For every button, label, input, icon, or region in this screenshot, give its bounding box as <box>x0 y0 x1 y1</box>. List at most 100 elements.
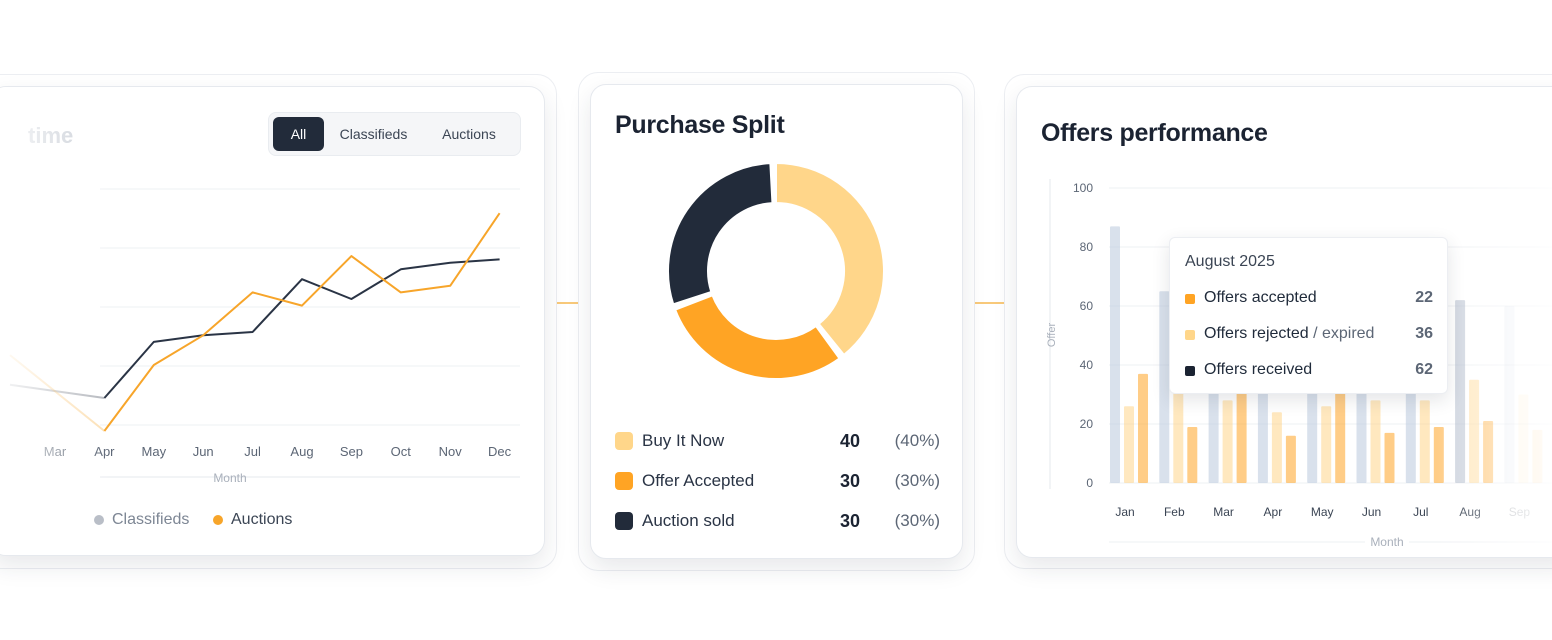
x-axis-label: Month <box>213 471 246 485</box>
x-tick-label: Oct <box>391 444 412 459</box>
filter-auctions-button[interactable]: Auctions <box>442 126 496 142</box>
bar-offers-accepted <box>1187 426 1198 483</box>
split-row-buy-it-now: Buy It Now 40 (40%) <box>615 430 940 454</box>
offer-accepted-swatch <box>615 472 633 490</box>
bar-offers-rejected-expired <box>1222 400 1233 483</box>
rejected-swatch <box>1185 330 1195 340</box>
legend-label: Auctions <box>231 511 293 528</box>
split-label: Buy It Now <box>642 431 725 450</box>
x-tick-label: Mar <box>44 444 67 459</box>
split-percent: (30%) <box>894 511 940 530</box>
filter-classifieds-button[interactable]: Classifieds <box>339 126 408 142</box>
classifieds-legend-dot <box>94 514 104 525</box>
bar-offers-accepted <box>1433 426 1444 483</box>
bar-offers-received <box>1159 291 1170 483</box>
x-tick-label: Dec <box>488 444 512 459</box>
x-tick-label: Jul <box>1413 505 1428 519</box>
x-tick-label: Jan <box>1115 505 1134 519</box>
bar-offers-rejected-expired <box>1271 412 1282 483</box>
y-tick-label: 80 <box>1080 240 1094 254</box>
bar-offers-accepted <box>1236 388 1247 483</box>
donut-chart <box>667 161 885 380</box>
tooltip-label-suffix: / expired <box>1308 325 1375 342</box>
tooltip-label-text: Offers received <box>1204 361 1313 378</box>
connector-line-right <box>973 302 1006 304</box>
y-axis-label: Offer <box>1046 323 1058 348</box>
bar-offers-rejected-expired <box>1469 379 1480 483</box>
bar-offers-rejected-expired <box>1173 388 1184 483</box>
tooltip-title: August 2025 <box>1185 253 1275 270</box>
split-value: 40 <box>839 431 860 451</box>
bar-offers-received <box>1504 306 1515 483</box>
buy-it-now-swatch <box>615 432 633 450</box>
x-tick-label: Aug <box>1459 505 1480 519</box>
split-percent: (30%) <box>894 471 940 490</box>
bar-offers-accepted <box>1483 421 1494 483</box>
donut-slice-auction-sold <box>667 162 774 306</box>
x-tick-label: May <box>1311 505 1334 519</box>
tooltip-value: 62 <box>1415 361 1433 378</box>
series-line-classifieds <box>103 258 500 399</box>
series-line-auctions <box>103 212 501 432</box>
y-tick-label: 20 <box>1080 417 1094 431</box>
x-tick-label: Apr <box>94 444 115 459</box>
bar-offers-received <box>1110 226 1120 483</box>
x-axis-label-bg <box>1365 536 1409 550</box>
tooltip-label: Offers rejected / expired <box>1204 325 1374 343</box>
donut-slice-offer-accepted <box>673 294 841 380</box>
accepted-swatch <box>1185 294 1195 304</box>
tooltip-label-text: Offers rejected <box>1204 325 1309 342</box>
series-lead-segment <box>9 383 105 399</box>
bar-offers-rejected-expired <box>1321 406 1332 483</box>
split-percent: (40%) <box>894 431 940 450</box>
legend-label: Classifieds <box>112 511 190 528</box>
x-tick-label: Feb <box>1164 505 1185 519</box>
legend-auctions: Auctions <box>213 511 292 529</box>
series-lead-segment <box>9 354 106 432</box>
x-tick-label: Nov <box>439 444 463 459</box>
split-value: 30 <box>839 471 860 491</box>
split-row-auction-sold: Auction sold 30 (30%) <box>615 510 940 534</box>
auction-sold-swatch <box>615 512 633 530</box>
bar-offers-accepted <box>1335 382 1346 483</box>
legend-classifieds: Classifieds <box>94 511 189 529</box>
tooltip-label: Offers accepted <box>1204 289 1317 307</box>
chart-tooltip: August 2025 Offers accepted 22 Offers re… <box>1169 237 1448 394</box>
x-tick-label: Sep <box>1509 505 1531 519</box>
offers-performance-card: Offers performance 0 20 40 60 80 100 Offer Jan F… <box>1016 86 1552 558</box>
received-swatch <box>1185 366 1195 376</box>
split-label: Auction sold <box>642 511 735 530</box>
bar-offers-accepted <box>1285 435 1296 483</box>
bar-offers-rejected-expired <box>1419 400 1430 483</box>
split-row-offer-accepted: Offer Accepted 30 (30%) <box>615 470 940 494</box>
x-tick-label: Mar <box>1213 505 1234 519</box>
bar-offers-accepted <box>1532 429 1543 483</box>
x-tick-label: Aug <box>290 444 313 459</box>
bar-offers-accepted <box>1138 373 1148 483</box>
sales-over-time-card: time All Classifieds Auctions Mar Apr May J… <box>0 86 545 556</box>
filter-all-button[interactable]: All <box>273 117 324 151</box>
y-tick-label: 60 <box>1080 299 1094 313</box>
filter-segmented-control: All Classifieds Auctions <box>268 112 521 156</box>
tooltip-value: 36 <box>1415 325 1433 342</box>
tooltip-label: Offers received <box>1204 361 1312 379</box>
purchase-split-card: Purchase Split Buy It Now 40 (40%) Offer… <box>590 84 963 559</box>
tooltip-value: 22 <box>1415 289 1433 306</box>
x-tick-label: May <box>142 444 167 459</box>
y-tick-label: 40 <box>1080 358 1094 372</box>
bar-offers-rejected-expired <box>1124 406 1134 483</box>
bar-offers-received <box>1455 300 1466 483</box>
split-label: Offer Accepted <box>642 471 755 490</box>
tooltip-label-text: Offers accepted <box>1204 289 1317 306</box>
bar-offers-accepted <box>1384 432 1395 483</box>
x-tick-label: Sep <box>340 444 363 459</box>
bar-offers-rejected-expired <box>1370 400 1381 483</box>
y-tick-label: 100 <box>1073 181 1093 195</box>
bar-offers-rejected-expired <box>1518 394 1529 483</box>
y-tick-label: 0 <box>1086 476 1093 490</box>
x-tick-label: Jun <box>1362 505 1381 519</box>
x-tick-label: Apr <box>1264 505 1283 519</box>
connector-line-left <box>556 302 580 304</box>
auctions-legend-dot <box>213 514 223 525</box>
card-title: Offers performance <box>1041 119 1268 147</box>
